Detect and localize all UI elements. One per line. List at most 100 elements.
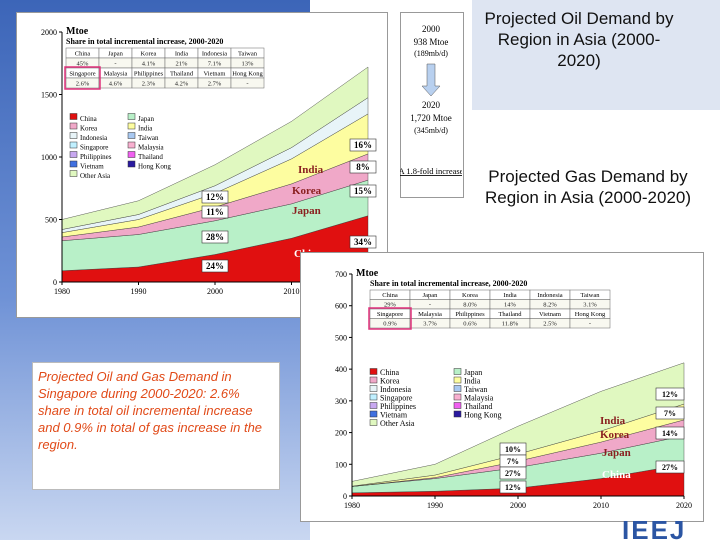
inset-table-text: Japan bbox=[108, 51, 124, 58]
legend-swatch bbox=[69, 160, 78, 168]
share-label: 34% bbox=[354, 237, 372, 247]
share-label: 7% bbox=[507, 457, 519, 466]
inset-table-text: Malaysia bbox=[104, 71, 128, 78]
legend-swatch bbox=[127, 122, 136, 130]
inset-table-text: 11.8% bbox=[502, 321, 519, 328]
legend-swatch bbox=[69, 122, 78, 130]
inset-table-text: India bbox=[503, 292, 516, 299]
share-label: 8% bbox=[356, 162, 370, 172]
legend-swatch bbox=[369, 376, 378, 384]
x-tick-label: 1980 bbox=[54, 287, 70, 296]
legend-label: Korea bbox=[80, 125, 98, 133]
share-label: 14% bbox=[662, 429, 678, 438]
inset-table-text: 4.1% bbox=[142, 61, 156, 68]
legend-swatch bbox=[453, 393, 462, 401]
share-label: 16% bbox=[354, 140, 372, 150]
inset-table-text: Singapore bbox=[377, 311, 403, 318]
area-label: Korea bbox=[292, 185, 322, 197]
inset-table-text: 13% bbox=[242, 61, 255, 68]
legend-label: China bbox=[380, 368, 400, 377]
inset-table-text: Indonesia bbox=[537, 292, 562, 299]
legend-label: Vietnam bbox=[380, 411, 408, 420]
x-tick-label: 1990 bbox=[131, 287, 147, 296]
inset-table-text: Taiwan bbox=[580, 292, 600, 299]
share-label: 28% bbox=[206, 232, 224, 242]
y-tick-label: 100 bbox=[335, 460, 347, 469]
title-band bbox=[472, 0, 720, 110]
oil-title: Projected Oil Demand by Region in Asia (… bbox=[484, 9, 674, 70]
inset-table-text: 45% bbox=[77, 61, 90, 68]
legend-label: Philippines bbox=[80, 153, 112, 161]
inset-table-text: China bbox=[382, 292, 398, 299]
legend-label: Singapore bbox=[380, 394, 413, 403]
share-label: 27% bbox=[505, 469, 521, 478]
inset-table-text: Malaysia bbox=[418, 311, 442, 318]
legend-label: Taiwan bbox=[138, 134, 159, 142]
inset-table-text: 0.6% bbox=[463, 321, 477, 328]
note-bbl-2020: (345mb/d) bbox=[414, 126, 448, 135]
legend-label: Japan bbox=[464, 368, 482, 377]
inset-table-text: Japan bbox=[423, 292, 439, 299]
share-label: 11% bbox=[206, 207, 224, 217]
area-series-other-asia bbox=[351, 362, 685, 487]
y-tick-label: 200 bbox=[335, 429, 347, 438]
gas-chart: Mtoe 0 100 200 300 400 500 600 700 1980 1990 2000 20… bbox=[335, 268, 692, 510]
legend-swatch bbox=[127, 160, 136, 168]
x-tick-label: 2000 bbox=[510, 501, 526, 510]
legend-label: India bbox=[464, 377, 481, 386]
y-tick-label: 400 bbox=[335, 365, 347, 374]
inset-table-text: Taiwan bbox=[238, 51, 258, 58]
x-tick-label: 2010 bbox=[284, 287, 300, 296]
legend-label: Malaysia bbox=[464, 394, 494, 403]
legend-swatch bbox=[127, 151, 136, 158]
share-box bbox=[201, 205, 229, 219]
note-value-2000: 938 Mtoe bbox=[414, 37, 449, 47]
share-label: 7% bbox=[664, 409, 676, 418]
caption-box bbox=[32, 362, 280, 490]
inset-table-text: 2.7% bbox=[208, 81, 222, 88]
share-box bbox=[349, 138, 377, 152]
share-box bbox=[349, 160, 377, 174]
legend-label: Philippines bbox=[380, 402, 416, 411]
share-label: 27% bbox=[662, 463, 678, 472]
share-box bbox=[201, 259, 229, 273]
note-bbl-2000: (189mb/d) bbox=[414, 49, 448, 58]
y-tick-label: 300 bbox=[335, 397, 347, 406]
note-year-2020: 2020 bbox=[422, 100, 441, 110]
inset-table-text: China bbox=[75, 51, 91, 58]
legend-swatch bbox=[69, 141, 78, 149]
inset-table-text: Philippines bbox=[134, 71, 164, 78]
share-box bbox=[655, 460, 685, 474]
note-value-2020: 1,720 Mtoe bbox=[410, 113, 452, 123]
inset-table-text: 4.2% bbox=[175, 81, 189, 88]
y-tick-label: 0 bbox=[53, 278, 57, 287]
y-axis-unit: Mtoe bbox=[66, 26, 89, 37]
legend-swatch bbox=[369, 402, 378, 409]
legend-swatch bbox=[453, 410, 462, 418]
note-year-2000: 2000 bbox=[422, 24, 441, 34]
singapore-highlight bbox=[368, 307, 412, 330]
legend-label: Singapore bbox=[80, 144, 108, 152]
share-box bbox=[499, 466, 527, 480]
y-tick-label: 600 bbox=[335, 302, 347, 311]
y-axis-unit: Mtoe bbox=[356, 268, 379, 279]
legend-swatch bbox=[453, 385, 462, 392]
legend-swatch bbox=[127, 132, 136, 139]
share-box bbox=[655, 406, 685, 420]
legend-label: Thailand bbox=[464, 402, 492, 411]
inset-table-text: 2.3% bbox=[142, 81, 156, 88]
x-tick-label: 2000 bbox=[207, 287, 223, 296]
gas-title: Projected Gas Demand by Region in Asia (… bbox=[484, 167, 692, 207]
share-box bbox=[349, 184, 377, 198]
inset-table-text: Singapore bbox=[69, 71, 95, 78]
x-tick-label: 1980 bbox=[344, 501, 360, 510]
legend-label: Indonesia bbox=[380, 385, 412, 394]
inset-table-text: Korea bbox=[462, 292, 478, 299]
oil-side-note: 2000 938 Mtoe (189mb/d) 2020 1,720 Mtoe (345m… bbox=[400, 24, 462, 176]
note-increase-line1: A 1.8-fold increase bbox=[400, 166, 462, 176]
x-tick-label: 2020 bbox=[676, 501, 692, 510]
area-label: India bbox=[600, 415, 626, 427]
share-box bbox=[349, 235, 377, 249]
y-tick-label: 500 bbox=[335, 333, 347, 342]
area-label: India bbox=[298, 164, 324, 176]
